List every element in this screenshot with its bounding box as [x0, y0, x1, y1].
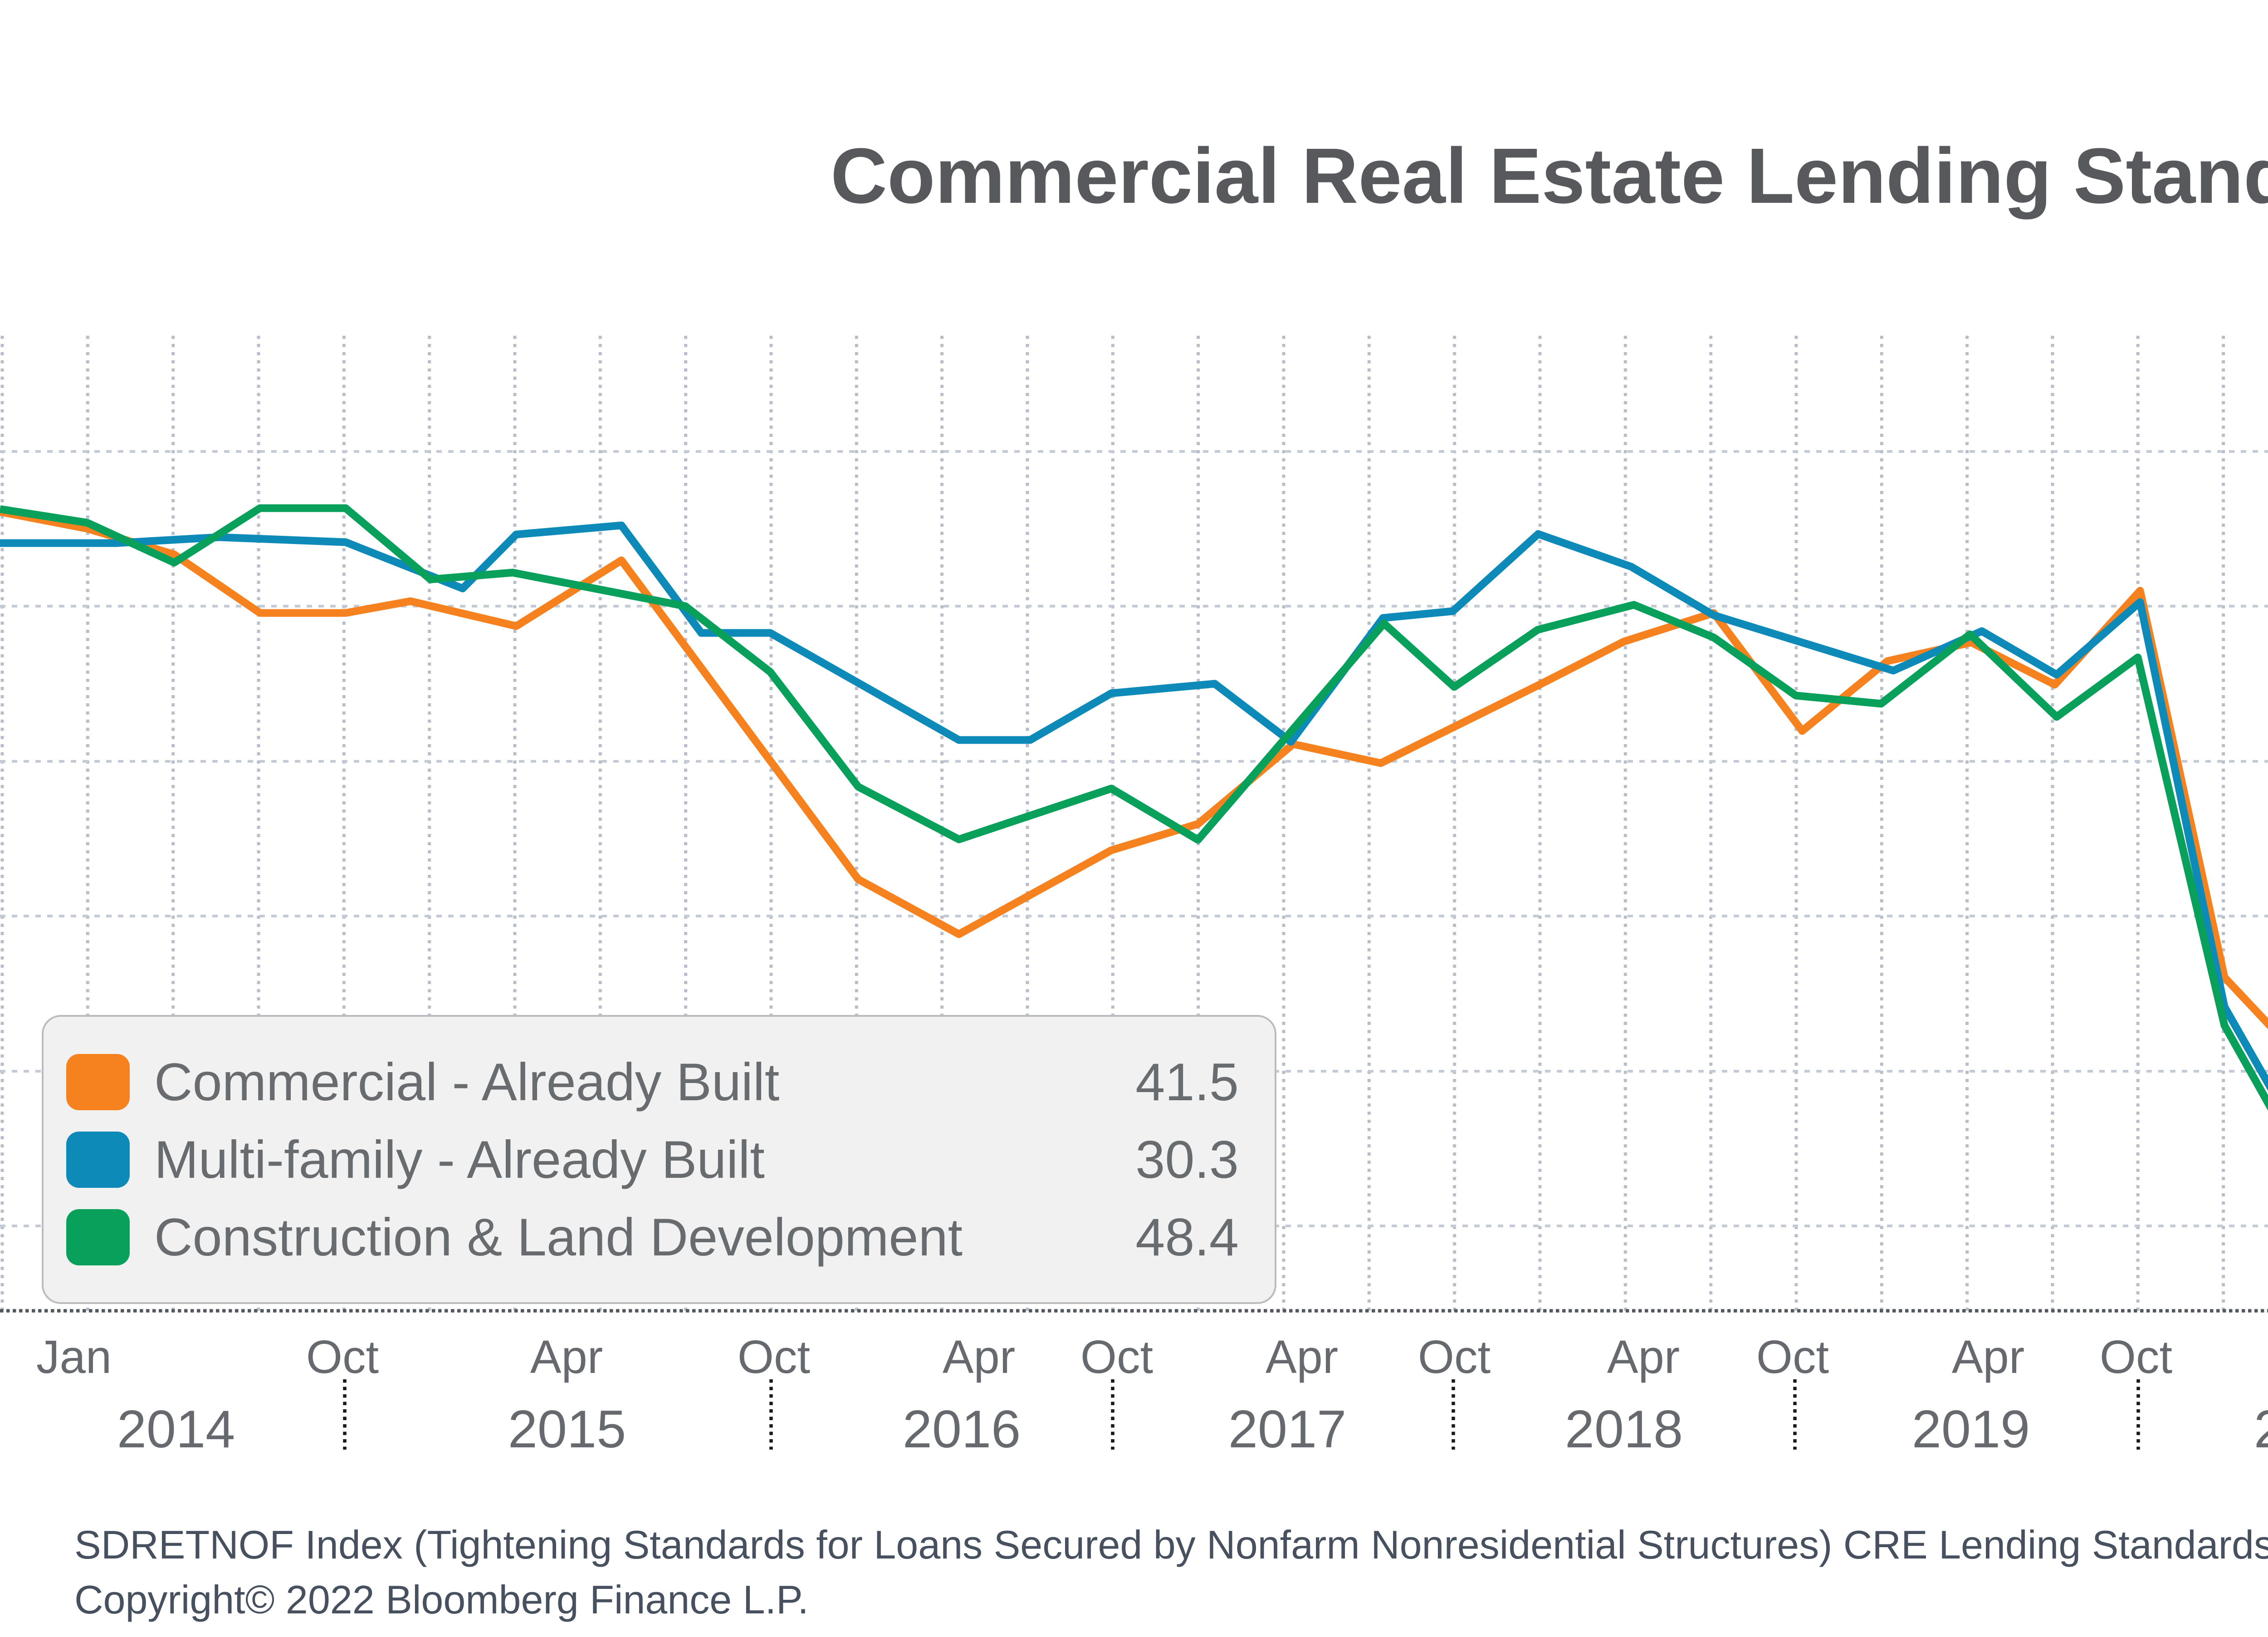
svg-text:Multi-family - Already Built: Multi-family - Already Built [154, 1130, 765, 1189]
svg-text:2019: 2019 [1912, 1399, 2030, 1459]
svg-text:Oct: Oct [306, 1331, 379, 1383]
svg-text:Commercial Real Estate Lending: Commercial Real Estate Lending Standards [831, 132, 2268, 220]
svg-text:2015: 2015 [508, 1399, 626, 1459]
svg-text:Oct: Oct [1418, 1331, 1491, 1383]
svg-text:Oct: Oct [2100, 1331, 2172, 1383]
svg-text:2014: 2014 [117, 1399, 235, 1459]
svg-text:48.4: 48.4 [1135, 1207, 1239, 1267]
svg-text:2018: 2018 [1565, 1399, 1683, 1459]
svg-text:Apr: Apr [1607, 1331, 1680, 1383]
svg-text:Construction & Land Developmen: Construction & Land Development [154, 1207, 963, 1267]
svg-text:Jan: Jan [36, 1331, 112, 1383]
svg-text:2020: 2020 [2254, 1399, 2268, 1459]
svg-text:Oct: Oct [738, 1331, 810, 1383]
svg-text:2017: 2017 [1228, 1399, 1346, 1459]
svg-text:Apr: Apr [943, 1331, 1015, 1383]
svg-text:Commercial - Already Built: Commercial - Already Built [154, 1052, 779, 1112]
svg-text:Oct: Oct [1080, 1331, 1153, 1383]
svg-text:Apr: Apr [530, 1331, 603, 1383]
svg-text:Apr: Apr [1266, 1331, 1338, 1383]
svg-text:2016: 2016 [903, 1399, 1021, 1459]
svg-text:Apr: Apr [1952, 1331, 2024, 1383]
svg-text:41.5: 41.5 [1135, 1052, 1239, 1112]
svg-text:30.3: 30.3 [1135, 1130, 1239, 1189]
svg-text:Copyright© 2022 Bloomberg Fina: Copyright© 2022 Bloomberg Finance L.P. [74, 1577, 809, 1622]
svg-text:SDRETNOF Index (Tightening Sta: SDRETNOF Index (Tightening Standards for… [74, 1522, 2268, 1567]
svg-text:Oct: Oct [1756, 1331, 1829, 1383]
